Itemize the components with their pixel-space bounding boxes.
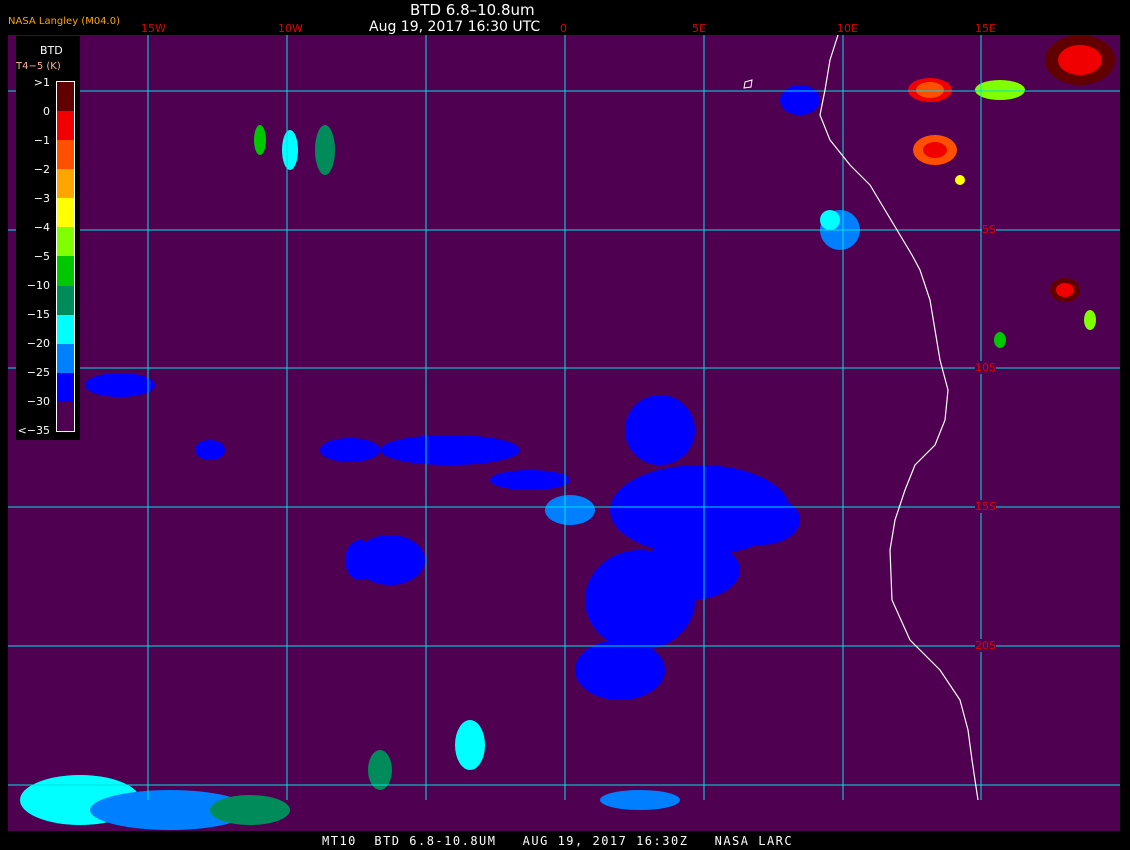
- lon-label-10w: 10W: [278, 22, 303, 35]
- credit-label: NASA Langley (M04.0): [8, 16, 120, 27]
- cloud-blob: [916, 82, 944, 98]
- cloud-blob: [780, 85, 820, 115]
- cloud-blob: [1056, 283, 1074, 297]
- legend-swatch: [57, 285, 74, 315]
- legend-label: −10: [26, 279, 50, 292]
- cloud-blob: [195, 440, 225, 460]
- cloud-blob: [994, 332, 1006, 348]
- legend-label: −2: [33, 163, 50, 176]
- cloud-blob: [345, 540, 375, 580]
- legend-swatch: [57, 343, 74, 373]
- legend-label: −15: [26, 308, 50, 321]
- cloud-blob: [923, 142, 947, 158]
- datetime-label: Aug 19, 2017 16:30 UTC: [369, 19, 541, 35]
- cloud-blob: [545, 495, 595, 525]
- legend-label: <−35: [17, 424, 50, 437]
- coastline: [819, 34, 979, 801]
- footer-caption: MT10 BTD 6.8-10.8UM AUG 19, 2017 16:30Z …: [322, 834, 794, 848]
- cloud-blob: [575, 640, 665, 700]
- cloud-blob: [1084, 310, 1096, 330]
- cloud-blob: [380, 435, 520, 465]
- legend-label: 0: [43, 105, 50, 118]
- lon-label-15e: 15E: [975, 22, 996, 35]
- legend-label: −25: [26, 366, 50, 379]
- cloud-blob: [254, 125, 266, 155]
- cloud-blob: [490, 470, 570, 490]
- lon-label-10e: 10E: [837, 22, 858, 35]
- legend-label: −4: [33, 221, 50, 234]
- lat-label-20s: 20S: [975, 639, 996, 652]
- legend-swatch: [57, 140, 74, 170]
- lon-label-5e: 5E: [692, 22, 706, 35]
- cloud-blob: [820, 210, 840, 230]
- cloud-blob: [640, 540, 740, 600]
- legend-label: −3: [33, 192, 50, 205]
- cloud-blob: [955, 175, 965, 185]
- legend-swatch: [57, 314, 74, 344]
- lat-label-10s: 10S: [975, 361, 996, 374]
- map-background: [8, 35, 1120, 831]
- cloud-blob: [355, 535, 425, 585]
- cloud-blob: [315, 125, 335, 175]
- cloud-blob: [282, 130, 298, 170]
- cloud-blob: [975, 80, 1025, 100]
- legend-swatch: [57, 169, 74, 199]
- cloud-blob: [455, 720, 485, 770]
- lat-label-5s: 5S: [982, 223, 996, 236]
- cloud-blob: [210, 795, 290, 825]
- lat-label-15s: 15S: [975, 500, 996, 513]
- legend-swatch: [57, 82, 74, 112]
- legend-unit: T4−5 (K): [16, 61, 61, 72]
- lon-label-15w: 15W: [141, 22, 166, 35]
- cloud-features: [20, 35, 1115, 830]
- legend-swatch: [57, 372, 74, 402]
- legend-swatch: [57, 401, 74, 431]
- footer-bar: MT10 BTD 6.8-10.8UM AUG 19, 2017 16:30Z …: [0, 831, 1130, 850]
- cloud-blob: [368, 750, 392, 790]
- lon-label-0: 0: [560, 22, 567, 35]
- island-outline: [743, 79, 753, 89]
- legend-label: −20: [26, 337, 50, 350]
- product-title: BTD 6.8–10.8um: [410, 1, 535, 19]
- legend-label: >1: [33, 76, 50, 89]
- legend-label: −30: [26, 395, 50, 408]
- cloud-blob: [600, 790, 680, 810]
- cloud-blob: [720, 495, 800, 545]
- legend-swatch: [57, 111, 74, 141]
- cloud-blob: [625, 395, 695, 465]
- legend-swatch: [57, 256, 74, 286]
- legend-color-bar: [56, 81, 75, 432]
- cloud-blob: [90, 790, 250, 830]
- legend-swatch: [57, 227, 74, 257]
- lat-lon-grid: [8, 35, 1120, 800]
- legend-label: −1: [33, 134, 50, 147]
- legend-swatch: [57, 198, 74, 228]
- cloud-blob: [85, 373, 155, 397]
- legend-label: −5: [33, 250, 50, 263]
- cloud-blob: [1058, 45, 1102, 75]
- cloud-blob: [320, 438, 380, 462]
- color-legend: BTD T4−5 (K) >1 0 −1 −2 −3 −4 −5 −10 −15 −20 −25 −3…: [16, 36, 80, 440]
- legend-title: BTD: [40, 44, 63, 57]
